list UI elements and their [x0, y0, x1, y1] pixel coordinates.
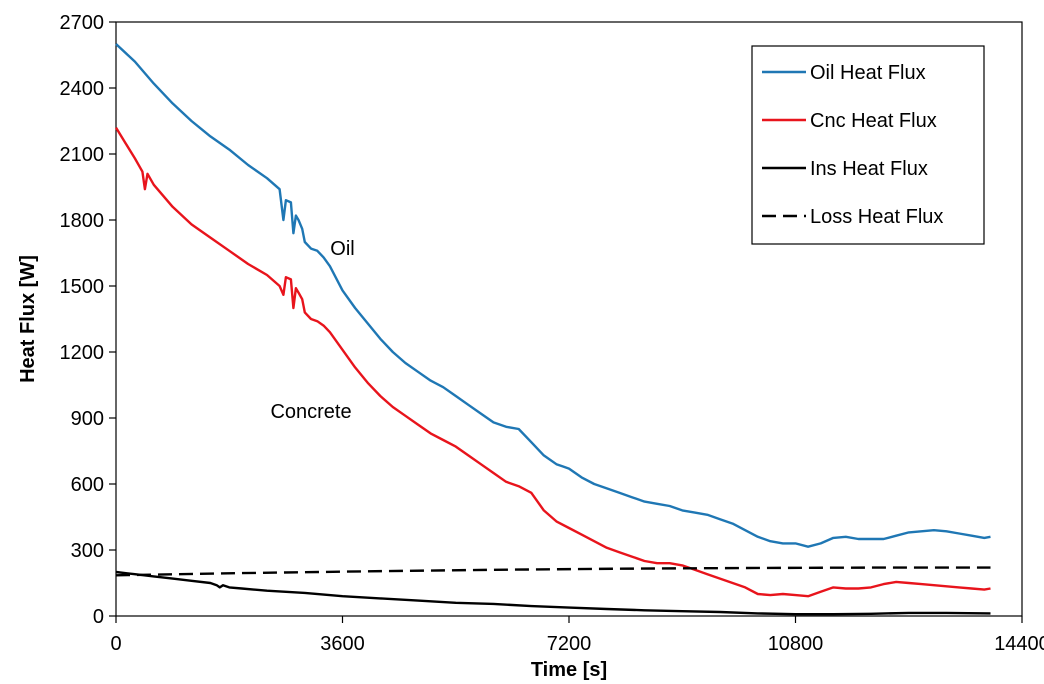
legend-label: Cnc Heat Flux	[810, 110, 937, 132]
x-tick-label: 10800	[768, 633, 824, 655]
y-tick-label: 1800	[60, 210, 105, 232]
y-tick-label: 2700	[60, 12, 105, 34]
y-tick-label: 2400	[60, 78, 105, 100]
y-axis-ticks: 0 300 600 900 1200 1500 1800 2100 2400 2700	[60, 12, 116, 628]
annotations: Oil Concrete	[270, 238, 354, 423]
y-tick-label: 2100	[60, 144, 105, 166]
y-tick-label: 300	[71, 540, 104, 562]
x-tick-label: 0	[110, 633, 121, 655]
series-line-oil-heat-flux	[115, 43, 991, 548]
legend-label: Loss Heat Flux	[810, 206, 943, 228]
y-tick-label: 0	[93, 606, 104, 628]
y-tick-label: 1200	[60, 342, 105, 364]
series-line-loss-heat-flux	[115, 566, 991, 577]
annotation-label: Oil	[330, 238, 354, 260]
series-layer	[114, 43, 991, 616]
series-line-cnc-heat-flux	[114, 126, 991, 598]
series-line-ins-heat-flux	[115, 570, 991, 616]
x-tick-label: 7200	[547, 633, 592, 655]
y-tick-label: 600	[71, 474, 104, 496]
legend: Oil Heat Flux Cnc Heat Flux Ins Heat Flux L…	[751, 45, 985, 245]
legend-label: Oil Heat Flux	[810, 62, 926, 84]
y-axis-label: Heat Flux [W]	[17, 255, 39, 383]
legend-label: Ins Heat Flux	[810, 158, 928, 180]
y-tick-label: 900	[71, 408, 104, 430]
y-tick-label: 1500	[60, 276, 105, 298]
x-tick-label: 3600	[320, 633, 365, 655]
annotation-label: Concrete	[270, 401, 351, 423]
legend-box	[751, 45, 985, 245]
x-axis-label: Time [s]	[531, 659, 607, 681]
